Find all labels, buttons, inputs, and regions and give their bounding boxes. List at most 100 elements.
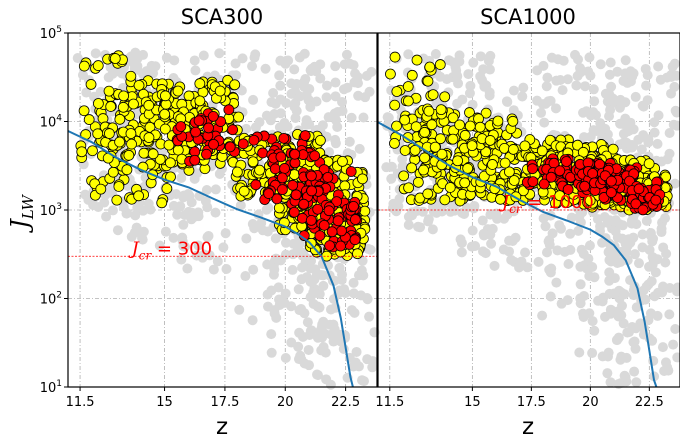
data-point-all-halos: [540, 221, 551, 232]
data-point-all-halos: [247, 61, 258, 72]
data-point-atomic-cooling-halo: [318, 219, 330, 231]
data-point-all-halos: [323, 112, 334, 123]
data-point-selected-halo: [422, 75, 434, 87]
data-point-all-halos: [241, 123, 252, 134]
data-point-all-halos: [592, 214, 603, 225]
data-point-all-halos: [212, 256, 223, 267]
data-point-atomic-cooling-halo: [306, 185, 318, 197]
data-point-atomic-cooling-halo: [606, 175, 617, 187]
data-point-all-halos: [364, 311, 375, 322]
data-point-all-halos: [312, 369, 323, 380]
y-tick-label: 105: [40, 25, 62, 42]
data-point-all-halos: [276, 123, 287, 134]
data-point-all-halos: [275, 55, 286, 66]
data-point-all-halos: [260, 63, 271, 74]
data-point-selected-halo: [480, 107, 492, 119]
data-point-all-halos: [337, 269, 348, 280]
data-point-selected-halo: [214, 85, 226, 97]
data-point-all-halos: [406, 207, 417, 218]
data-point-all-halos: [537, 99, 548, 110]
data-point-all-halos: [463, 69, 474, 80]
data-point-all-halos: [179, 241, 190, 252]
data-point-selected-halo: [419, 152, 430, 164]
y-tick-label: 102: [40, 291, 62, 308]
data-point-all-halos: [348, 277, 359, 288]
data-point-all-halos: [309, 274, 320, 285]
data-point-all-halos: [545, 291, 556, 302]
data-point-selected-halo: [419, 126, 431, 138]
data-point-all-halos: [562, 74, 573, 85]
data-point-all-halos: [617, 220, 628, 231]
data-point-all-halos: [393, 201, 404, 212]
data-point-selected-halo: [103, 128, 115, 139]
data-point-atomic-cooling-halo: [224, 141, 236, 153]
data-point-all-halos: [328, 336, 339, 347]
data-point-all-halos: [653, 61, 664, 72]
data-point-all-halos: [656, 223, 667, 234]
data-point-selected-halo: [85, 79, 97, 90]
data-point-all-halos: [532, 65, 543, 76]
data-point-all-halos: [602, 368, 613, 379]
x-tick-label: 15: [156, 395, 173, 410]
data-point-all-halos: [643, 315, 654, 326]
data-point-atomic-cooling-halo: [276, 172, 288, 184]
data-point-all-halos: [480, 248, 491, 259]
data-point-all-halos: [616, 246, 627, 257]
data-point-all-halos: [299, 48, 310, 59]
data-point-all-halos: [250, 122, 261, 133]
data-point-selected-halo: [118, 90, 130, 102]
data-point-atomic-cooling-halo: [309, 150, 321, 162]
panel-sca1000: SCA1000 Jcr = 1000 11.5 15 17.5 20 22.5 z: [375, 5, 680, 440]
data-point-selected-halo: [499, 157, 511, 169]
data-point-atomic-cooling-halo: [271, 193, 283, 205]
data-point-selected-halo: [92, 60, 104, 71]
data-point-all-halos: [660, 213, 671, 224]
data-point-all-halos: [652, 310, 663, 321]
data-point-all-halos: [261, 204, 272, 215]
data-point-selected-halo: [194, 95, 206, 107]
data-point-atomic-cooling-halo: [349, 234, 361, 246]
data-point-all-halos: [394, 193, 405, 204]
data-point-selected-halo: [87, 145, 98, 157]
data-point-all-halos: [551, 277, 562, 288]
data-point-all-halos: [107, 205, 118, 216]
data-point-all-halos: [584, 308, 595, 319]
data-point-selected-halo: [492, 115, 504, 127]
data-point-selected-halo: [503, 166, 515, 178]
data-point-atomic-cooling-halo: [587, 168, 598, 179]
data-point-all-halos: [386, 173, 397, 184]
data-point-all-halos: [270, 253, 281, 264]
data-point-selected-halo: [233, 111, 244, 123]
data-point-selected-halo: [459, 177, 471, 189]
data-point-selected-halo: [172, 85, 184, 97]
data-point-atomic-cooling-halo: [306, 170, 317, 182]
data-point-selected-halo: [143, 132, 155, 143]
data-point-atomic-cooling-halo: [207, 110, 219, 122]
data-point-all-halos: [423, 216, 434, 227]
data-point-all-halos: [562, 295, 573, 306]
x-tick-label: 22.5: [635, 395, 664, 410]
data-point-all-halos: [397, 161, 408, 172]
data-point-atomic-cooling-halo: [305, 214, 317, 226]
data-point-all-halos: [638, 285, 649, 296]
data-point-all-halos: [603, 347, 614, 358]
data-point-all-halos: [669, 58, 680, 69]
data-point-atomic-cooling-halo: [193, 115, 205, 127]
data-point-selected-halo: [247, 156, 259, 168]
data-point-all-halos: [160, 226, 171, 237]
data-point-selected-halo: [231, 166, 243, 178]
data-point-selected-halo: [427, 89, 439, 100]
data-point-selected-halo: [495, 193, 506, 205]
data-point-atomic-cooling-halo: [314, 230, 326, 242]
data-point-all-halos: [298, 78, 309, 89]
x-ticks: 11.5 15 17.5 20 22.5: [66, 387, 360, 410]
data-point-selected-halo: [159, 108, 171, 120]
data-point-atomic-cooling-halo: [331, 196, 343, 208]
data-point-all-halos: [508, 85, 519, 96]
data-point-selected-halo: [147, 148, 159, 160]
data-point-all-halos: [587, 316, 598, 327]
data-point-all-halos: [575, 298, 586, 309]
data-point-all-halos: [280, 237, 291, 248]
data-point-all-halos: [550, 103, 561, 114]
data-point-all-halos: [321, 92, 332, 103]
